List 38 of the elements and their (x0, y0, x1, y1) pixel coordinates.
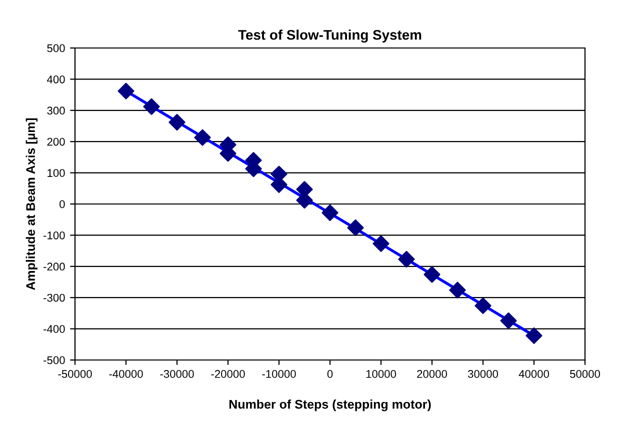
point (449, 282, 466, 298)
y-tick-label: 400 (46, 75, 65, 84)
point (347, 219, 364, 236)
x-tick-label: -40000 (109, 370, 143, 378)
point (372, 235, 390, 252)
y-axis-title: Amplitude at Beam Axis [µm] (26, 118, 38, 290)
y-tick-label: 0 (60, 200, 65, 208)
chart-title: Test of Slow-Tuning System (238, 30, 422, 43)
y-tick-label: -500 (44, 356, 65, 364)
point (500, 312, 517, 329)
y-tick-label: 100 (48, 169, 65, 177)
point (168, 114, 186, 131)
y-tick-label: -400 (44, 325, 65, 333)
y-tick-label: 300 (47, 106, 65, 115)
x-tick-label: 10000 (366, 370, 396, 378)
point (424, 266, 440, 283)
point (398, 250, 415, 268)
x-tick-label: -30000 (160, 370, 194, 378)
point (322, 204, 338, 222)
x-tick-label: 30000 (468, 370, 498, 378)
y-tick-label: -300 (44, 294, 65, 302)
x-tick-label: 50000 (570, 370, 600, 378)
x-axis-title: Number of Steps (stepping motor) (229, 400, 431, 412)
x-tick-label: -50000 (58, 370, 92, 378)
point (474, 297, 492, 314)
point (143, 98, 160, 115)
x-tick-label: 40000 (518, 370, 550, 378)
x-tick-label: -10000 (262, 370, 296, 378)
point (526, 327, 542, 344)
y-tick-label: -100 (44, 231, 65, 240)
y-tick-label: 500 (47, 44, 65, 52)
y-tick-label: -200 (44, 262, 65, 271)
point (118, 82, 134, 100)
x-tick-label: 0 (327, 370, 333, 378)
x-tick-label: 20000 (417, 370, 448, 378)
point (194, 129, 211, 146)
y-tick-label: 200 (47, 138, 65, 146)
x-tick-label: -20000 (211, 370, 245, 378)
